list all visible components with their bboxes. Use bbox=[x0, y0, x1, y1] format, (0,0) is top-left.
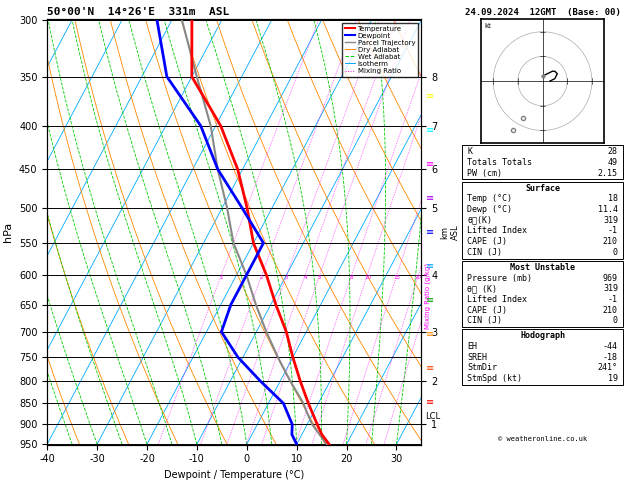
Text: ≡: ≡ bbox=[426, 397, 435, 407]
Text: CIN (J): CIN (J) bbox=[467, 248, 502, 257]
Text: CIN (J): CIN (J) bbox=[467, 316, 502, 325]
Text: Dewp (°C): Dewp (°C) bbox=[467, 205, 512, 214]
Text: Most Unstable: Most Unstable bbox=[510, 263, 575, 272]
Text: -1: -1 bbox=[608, 295, 618, 304]
Bar bbox=[462, 329, 623, 385]
Text: 8: 8 bbox=[350, 275, 353, 280]
Text: 0: 0 bbox=[613, 248, 618, 257]
Bar bbox=[462, 182, 623, 259]
Text: 210: 210 bbox=[603, 237, 618, 246]
Text: 2.15: 2.15 bbox=[598, 169, 618, 178]
Text: 319: 319 bbox=[603, 216, 618, 225]
Text: Hodograph: Hodograph bbox=[520, 331, 565, 340]
Text: ≡: ≡ bbox=[426, 329, 435, 339]
Text: StmSpd (kt): StmSpd (kt) bbox=[467, 374, 522, 383]
Text: ≡: ≡ bbox=[426, 363, 435, 373]
Text: Surface: Surface bbox=[525, 184, 560, 193]
Text: 20: 20 bbox=[415, 275, 422, 280]
Text: ≡: ≡ bbox=[426, 261, 435, 271]
Text: 49: 49 bbox=[608, 158, 618, 167]
Text: 18: 18 bbox=[608, 194, 618, 204]
Text: 28: 28 bbox=[608, 147, 618, 156]
Text: © weatheronline.co.uk: © weatheronline.co.uk bbox=[498, 435, 587, 442]
Text: -44: -44 bbox=[603, 342, 618, 351]
Text: Totals Totals: Totals Totals bbox=[467, 158, 532, 167]
Text: CAPE (J): CAPE (J) bbox=[467, 237, 507, 246]
Text: Lifted Index: Lifted Index bbox=[467, 226, 527, 236]
Text: EH: EH bbox=[467, 342, 477, 351]
Text: Temp (°C): Temp (°C) bbox=[467, 194, 512, 204]
Text: 969: 969 bbox=[603, 274, 618, 282]
Text: Lifted Index: Lifted Index bbox=[467, 295, 527, 304]
Text: θᴇ(K): θᴇ(K) bbox=[467, 216, 492, 225]
Text: θᴇ (K): θᴇ (K) bbox=[467, 284, 497, 293]
Text: StmDir: StmDir bbox=[467, 364, 497, 372]
Bar bbox=[462, 145, 623, 179]
Y-axis label: hPa: hPa bbox=[3, 222, 13, 242]
Text: LCL: LCL bbox=[426, 412, 441, 420]
Text: 3: 3 bbox=[285, 275, 289, 280]
Text: kt: kt bbox=[484, 23, 491, 29]
Text: -18: -18 bbox=[603, 353, 618, 362]
Text: ≡: ≡ bbox=[426, 159, 435, 169]
Bar bbox=[462, 260, 623, 327]
Text: 2: 2 bbox=[260, 275, 264, 280]
Text: 5: 5 bbox=[318, 275, 321, 280]
Text: 241°: 241° bbox=[598, 364, 618, 372]
Text: 1: 1 bbox=[220, 275, 223, 280]
Legend: Temperature, Dewpoint, Parcel Trajectory, Dry Adiabat, Wet Adiabat, Isotherm, Mi: Temperature, Dewpoint, Parcel Trajectory… bbox=[342, 23, 418, 77]
Text: 319: 319 bbox=[603, 284, 618, 293]
Text: Pressure (mb): Pressure (mb) bbox=[467, 274, 532, 282]
Y-axis label: km
ASL: km ASL bbox=[440, 224, 460, 240]
Text: 24.09.2024  12GMT  (Base: 00): 24.09.2024 12GMT (Base: 00) bbox=[465, 8, 620, 17]
Text: SREH: SREH bbox=[467, 353, 487, 362]
Text: 15: 15 bbox=[393, 275, 400, 280]
Text: CAPE (J): CAPE (J) bbox=[467, 306, 507, 314]
Text: ≡: ≡ bbox=[426, 295, 435, 305]
X-axis label: Dewpoint / Temperature (°C): Dewpoint / Temperature (°C) bbox=[164, 470, 304, 480]
Text: 0: 0 bbox=[613, 316, 618, 325]
Text: 50°00'N  14°26'E  331m  ASL: 50°00'N 14°26'E 331m ASL bbox=[47, 7, 230, 17]
Text: PW (cm): PW (cm) bbox=[467, 169, 502, 178]
Text: Mixing Ratio (g/kg): Mixing Ratio (g/kg) bbox=[425, 263, 431, 329]
Text: ≡: ≡ bbox=[426, 227, 435, 237]
Text: ≡: ≡ bbox=[426, 193, 435, 203]
Text: ≡: ≡ bbox=[426, 125, 435, 135]
Text: 210: 210 bbox=[603, 306, 618, 314]
Text: 19: 19 bbox=[608, 374, 618, 383]
Text: K: K bbox=[467, 147, 472, 156]
Text: 11.4: 11.4 bbox=[598, 205, 618, 214]
Text: ≡: ≡ bbox=[426, 91, 435, 101]
Text: 10: 10 bbox=[364, 275, 371, 280]
Text: 4: 4 bbox=[303, 275, 307, 280]
Text: -1: -1 bbox=[608, 226, 618, 236]
